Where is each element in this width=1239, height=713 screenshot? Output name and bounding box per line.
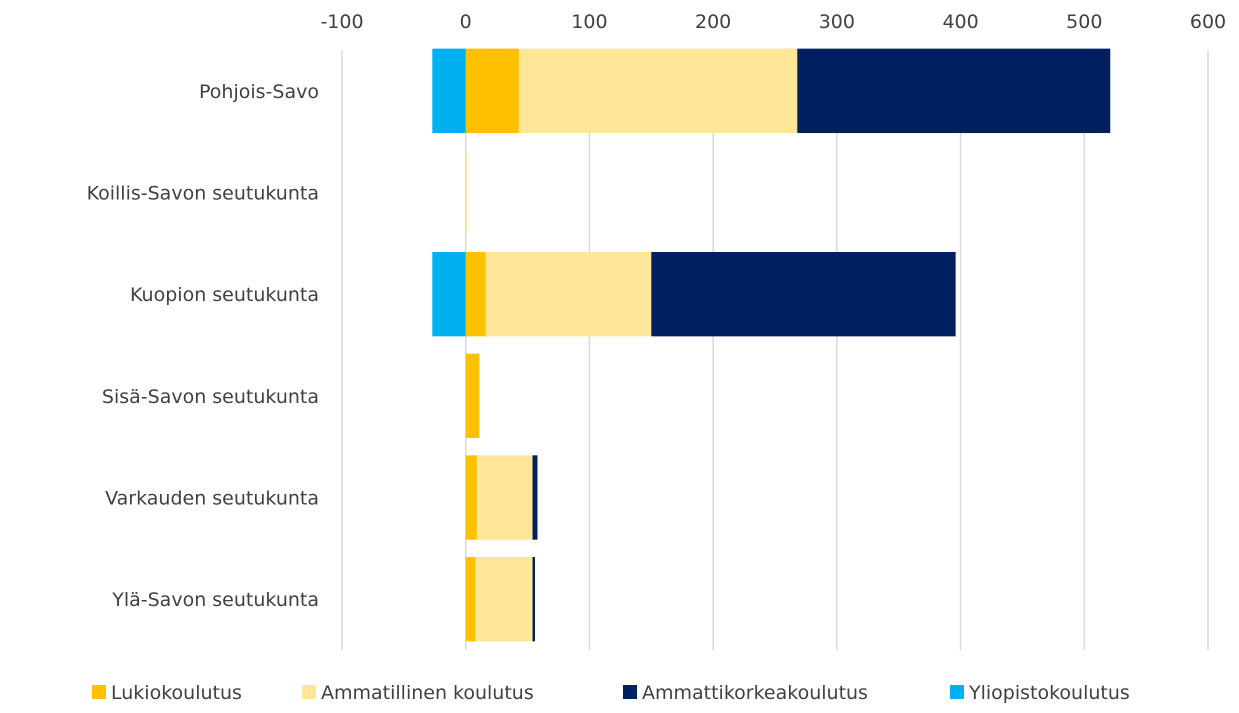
category-label: Ylä-Savon seutukunta <box>111 589 319 611</box>
category-label: Sisä-Savon seutukunta <box>102 386 319 408</box>
bar-segment <box>476 455 533 540</box>
x-tick-label: 100 <box>571 11 607 33</box>
legend-swatch <box>950 685 964 699</box>
bar-segment <box>432 48 466 134</box>
bar-segment <box>532 455 538 540</box>
bar-segment <box>465 251 486 337</box>
bar-segment <box>465 455 477 540</box>
gridlines <box>341 50 1209 650</box>
bar-segment <box>432 251 466 337</box>
x-tick-label: 400 <box>942 11 978 33</box>
legend-label: Ammattikorkeakoulutus <box>642 682 868 704</box>
bar-segment <box>518 48 798 134</box>
x-axis-ticks: -100 0 100 200 300 400 500 600 <box>320 11 1226 33</box>
bar-segment <box>465 556 476 642</box>
bar-segment <box>532 556 535 642</box>
legend-swatch <box>92 685 106 699</box>
bar-segment <box>797 48 1111 134</box>
bar-segment <box>485 251 652 337</box>
bars <box>432 48 1111 642</box>
x-tick-label: 200 <box>695 11 731 33</box>
category-label: Koillis-Savon seutukunta <box>87 183 319 205</box>
category-label: Varkauden seutukunta <box>105 488 319 510</box>
legend: Lukiokoulutus Ammatillinen koulutus Ammatt… <box>92 682 1130 704</box>
legend-swatch <box>623 685 637 699</box>
category-labels: Pohjois-Savo Koillis-Savon seutukunta Kuop… <box>87 81 319 611</box>
legend-label: Yliopistokoulutus <box>968 682 1130 704</box>
x-tick-label: 300 <box>819 11 855 33</box>
bar-segment <box>465 353 480 439</box>
category-label: Pohjois-Savo <box>199 81 319 103</box>
x-tick-label: -100 <box>320 11 363 33</box>
bar-segment <box>465 48 519 134</box>
legend-label: Ammatillinen koulutus <box>321 682 534 704</box>
x-tick-label: 0 <box>460 11 472 33</box>
category-label: Kuopion seutukunta <box>130 284 319 306</box>
x-tick-label: 500 <box>1066 11 1102 33</box>
x-tick-label: 600 <box>1190 11 1226 33</box>
bar-segment <box>651 251 956 337</box>
legend-label: Lukiokoulutus <box>111 682 242 704</box>
bar-segment <box>465 150 467 235</box>
bar-segment <box>475 556 533 642</box>
legend-swatch <box>302 685 316 699</box>
